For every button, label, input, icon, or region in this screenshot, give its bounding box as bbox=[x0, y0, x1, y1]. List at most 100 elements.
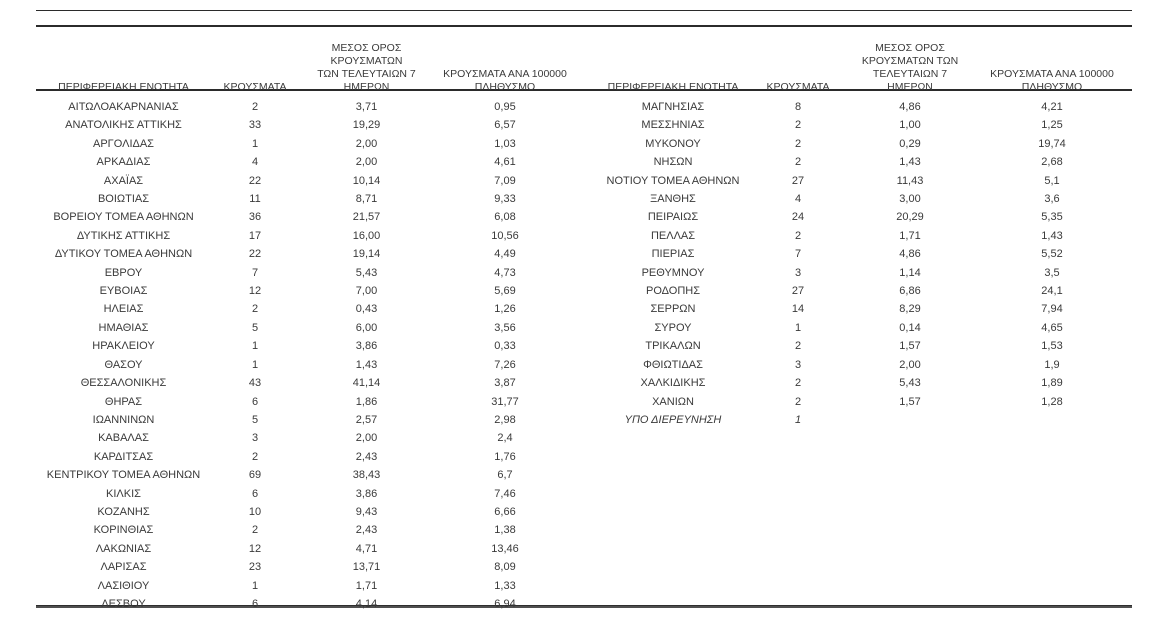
region-cell: ΝΗΣΩΝ bbox=[653, 156, 693, 169]
column-header-avg7: ΜΕΣΟΣ ΟΡΟΣ ΚΡΟΥΣΜΑΤΩΝ ΤΩΝ ΤΕΛΕΥΤΑΙΩΝ 7 ΗΜΕ… bbox=[861, 42, 959, 93]
table-row: ΚΑΒΑΛΑΣ 3 2,00 2,4 bbox=[36, 429, 576, 447]
table-row: ΝΟΤΙΟΥ ΤΟΜΕΑ ΑΘΗΝΩΝ 27 11,43 5,1 bbox=[598, 172, 1132, 190]
per100k-cell: 1,53 bbox=[1041, 340, 1063, 353]
avg7-cell: 1,71 bbox=[355, 579, 378, 592]
per100k-cell: 1,89 bbox=[1041, 377, 1063, 390]
avg7-cell: 4,86 bbox=[899, 101, 921, 113]
top-rule-thin bbox=[36, 10, 1132, 11]
region-cell: ΕΥΒΟΙΑΣ bbox=[99, 285, 148, 298]
table-row: ΣΕΡΡΩΝ 14 8,29 7,94 bbox=[598, 300, 1132, 318]
table-row: ΚΟΡΙΝΘΙΑΣ 2 2,43 1,38 bbox=[36, 521, 576, 539]
per100k-cell: 4,73 bbox=[494, 266, 516, 279]
table-row: ΠΕΛΛΑΣ 2 1,71 1,43 bbox=[598, 227, 1132, 245]
per100k-cell: 5,35 bbox=[1041, 211, 1063, 224]
column-header-cases: ΚΡΟΥΣΜΑΤΑ bbox=[766, 81, 830, 93]
cases-cell: 2 bbox=[794, 395, 802, 408]
cases-cell: 10 bbox=[248, 505, 262, 518]
cases-cell: 5 bbox=[251, 413, 259, 426]
avg7-cell: 16,00 bbox=[352, 229, 381, 242]
per100k-cell: 19,74 bbox=[1038, 137, 1066, 150]
per100k-cell: 1,38 bbox=[494, 524, 516, 537]
region-cell: ΘΗΡΑΣ bbox=[104, 395, 143, 408]
table-row: ΒΟΡΕΙΟΥ ΤΟΜΕΑ ΑΘΗΝΩΝ 36 21,57 6,08 bbox=[36, 208, 576, 226]
region-cell: ΚΕΝΤΡΙΚΟΥ ΤΟΜΕΑ ΑΘΗΝΩΝ bbox=[46, 469, 201, 482]
avg7-cell: 19,14 bbox=[352, 248, 381, 261]
cases-cell: 24 bbox=[791, 211, 805, 224]
per100k-cell: 1,33 bbox=[494, 579, 516, 592]
per100k-cell: 4,21 bbox=[1041, 101, 1063, 113]
per100k-cell: 5,52 bbox=[1041, 248, 1063, 261]
cases-cell: 22 bbox=[248, 248, 262, 261]
table-row: ΑΡΓΟΛΙΔΑΣ 1 2,00 1,03 bbox=[36, 135, 576, 153]
region-cell: ΗΡΑΚΛΕΙΟΥ bbox=[92, 340, 155, 353]
cases-cell: 2 bbox=[794, 377, 802, 390]
avg7-cell: 4,14 bbox=[355, 597, 378, 610]
avg7-cell: 2,00 bbox=[355, 432, 378, 445]
cases-cell: 4 bbox=[251, 156, 259, 169]
table-row: ΑΝΑΤΟΛΙΚΗΣ ΑΤΤΙΚΗΣ 33 19,29 6,57 bbox=[36, 116, 576, 134]
per100k-cell: 7,46 bbox=[494, 487, 516, 500]
column-header-region: ΠΕΡΙΦΕΡΕΙΑΚΗ ΕΝΟΤΗΤΑ bbox=[607, 81, 739, 93]
avg7-cell: 1,71 bbox=[899, 229, 921, 242]
top-rule-thick bbox=[36, 25, 1132, 27]
region-cell: ΘΕΣΣΑΛΟΝΙΚΗΣ bbox=[80, 377, 167, 390]
region-cell: ΡΕΘΥΜΝΟΥ bbox=[641, 266, 705, 279]
cases-cell: 6 bbox=[251, 487, 259, 500]
avg7-cell bbox=[848, 411, 972, 429]
cases-cell: 7 bbox=[794, 248, 802, 261]
regional-units-table-right: ΠΕΡΙΦΕΡΕΙΑΚΗ ΕΝΟΤΗΤΑ ΚΡΟΥΣΜΑΤΑ ΜΕΣΟΣ ΟΡΟΣ Κ… bbox=[598, 42, 1132, 429]
table-row: ΒΟΙΩΤΙΑΣ 11 8,71 9,33 bbox=[36, 190, 576, 208]
cases-cell: 69 bbox=[248, 469, 262, 482]
cases-cell: 3 bbox=[794, 358, 802, 371]
per100k-cell: 6,94 bbox=[494, 597, 516, 610]
cases-cell: 22 bbox=[248, 174, 262, 187]
avg7-cell: 2,43 bbox=[355, 450, 378, 463]
per100k-cell: 5,69 bbox=[494, 285, 516, 298]
per100k-cell: 1,43 bbox=[1041, 229, 1063, 242]
avg7-cell: 1,86 bbox=[355, 395, 378, 408]
avg7-cell: 2,57 bbox=[355, 413, 378, 426]
table-row: ΚΙΛΚΙΣ 6 3,86 7,46 bbox=[36, 485, 576, 503]
avg7-cell: 5,43 bbox=[899, 377, 921, 390]
cases-cell: 2 bbox=[251, 524, 259, 537]
column-header-per100k: ΚΡΟΥΣΜΑΤΑ ΑΝΑ 100000 ΠΛΗΘΥΣΜΟ bbox=[990, 68, 1114, 93]
per100k-cell: 6,66 bbox=[494, 505, 516, 518]
region-cell: ΝΟΤΙΟΥ ΤΟΜΕΑ ΑΘΗΝΩΝ bbox=[606, 174, 740, 187]
avg7-cell: 0,43 bbox=[355, 303, 378, 316]
table-row: ΑΙΤΩΛΟΑΚΑΡΝΑΝΙΑΣ 2 3,71 0,95 bbox=[36, 98, 576, 116]
region-cell: ΙΩΑΝΝΙΝΩΝ bbox=[92, 413, 155, 426]
region-cell: ΚΑΒΑΛΑΣ bbox=[98, 432, 149, 445]
avg7-cell: 13,71 bbox=[352, 561, 381, 574]
per100k-cell: 31,77 bbox=[491, 395, 519, 408]
avg7-cell: 11,43 bbox=[896, 174, 924, 187]
region-cell: ΦΘΙΩΤΙΔΑΣ bbox=[643, 358, 703, 371]
per100k-cell: 2,4 bbox=[497, 432, 513, 445]
per100k-cell: 1,03 bbox=[494, 137, 516, 150]
per100k-cell: 10,56 bbox=[491, 229, 519, 242]
cases-cell: 14 bbox=[791, 303, 805, 316]
per100k-cell: 6,57 bbox=[494, 119, 516, 132]
table-row: ΚΑΡΔΙΤΣΑΣ 2 2,43 1,76 bbox=[36, 448, 576, 466]
table-row: ΛΕΣΒΟΥ 6 4,14 6,94 bbox=[36, 595, 576, 613]
region-cell: ΤΡΙΚΑΛΩΝ bbox=[645, 340, 701, 353]
avg7-cell: 3,86 bbox=[355, 340, 378, 353]
region-cell: ΜΑΓΝΗΣΙΑΣ bbox=[641, 101, 705, 113]
table-row: ΣΥΡΟΥ 1 0,14 4,65 bbox=[598, 319, 1132, 337]
per100k-cell: 3,56 bbox=[494, 321, 516, 334]
cases-cell: 2 bbox=[251, 303, 259, 316]
region-cell: ΚΟΖΑΝΗΣ bbox=[97, 505, 150, 518]
cases-cell: 2 bbox=[251, 450, 259, 463]
region-cell: ΑΝΑΤΟΛΙΚΗΣ ΑΤΤΙΚΗΣ bbox=[65, 119, 182, 132]
per100k-cell: 4,61 bbox=[494, 156, 516, 169]
avg7-cell: 6,00 bbox=[355, 321, 378, 334]
table-row: ΥΠΟ ΔΙΕΡΕΥΝΗΣΗ 1 bbox=[598, 411, 1132, 429]
avg7-cell: 4,86 bbox=[899, 248, 921, 261]
region-cell: ΘΑΣΟΥ bbox=[104, 358, 143, 371]
cases-cell: 5 bbox=[251, 321, 259, 334]
per100k-cell: 6,7 bbox=[497, 469, 513, 482]
table-row: ΞΑΝΘΗΣ 4 3,00 3,6 bbox=[598, 190, 1132, 208]
avg7-cell: 0,29 bbox=[899, 137, 921, 150]
per100k-cell: 9,33 bbox=[494, 193, 516, 206]
cases-cell: 4 bbox=[794, 193, 802, 206]
